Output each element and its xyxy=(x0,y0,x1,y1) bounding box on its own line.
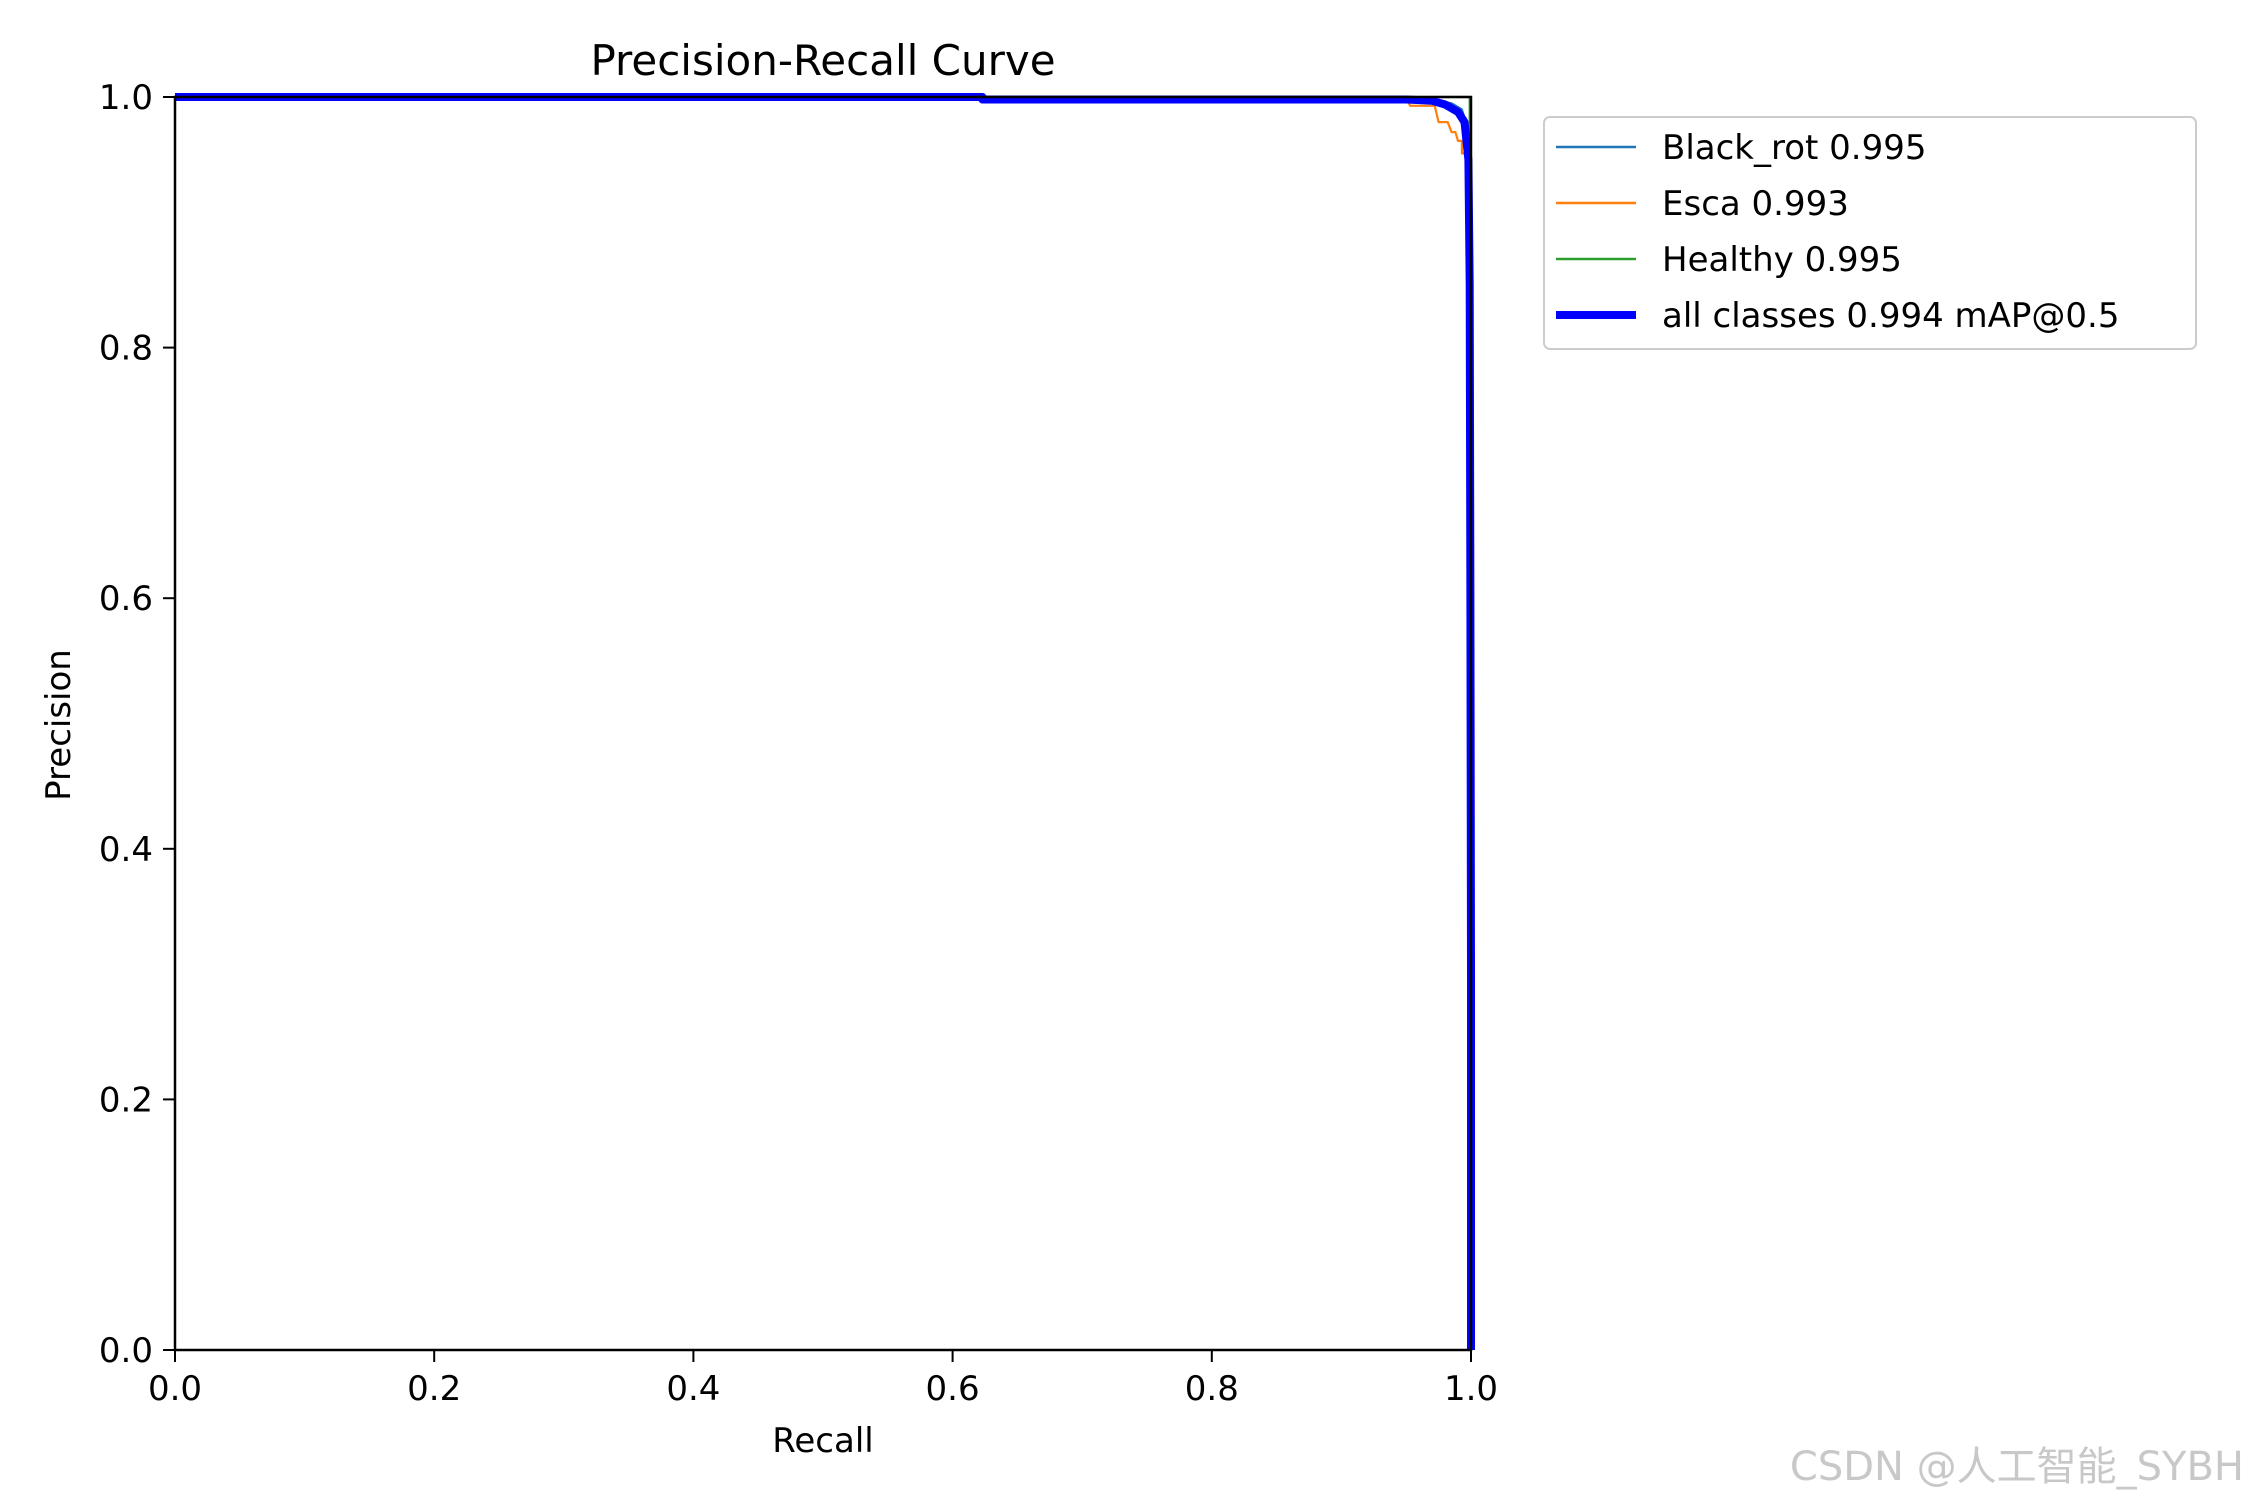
legend-label-2: Healthy 0.995 xyxy=(1662,240,1902,280)
series-line-2 xyxy=(175,95,1473,1350)
plot-frame xyxy=(173,95,1473,1352)
x-tick-label: 1.0 xyxy=(1444,1369,1498,1409)
x-tick-label: 0.2 xyxy=(407,1369,461,1409)
x-tick-label: 0.6 xyxy=(926,1369,980,1409)
legend-label-0: Black_rot 0.995 xyxy=(1662,128,1927,168)
series-line-3 xyxy=(175,93,1475,1350)
y-tick-label: 0.6 xyxy=(99,579,153,619)
legend: Black_rot 0.995 Esca 0.993 Healthy 0.995 al… xyxy=(1543,116,2197,350)
legend-entries: Black_rot 0.995 Esca 0.993 Healthy 0.995 al… xyxy=(1556,128,2119,336)
y-tick-label: 1.0 xyxy=(99,78,153,118)
x-tick-label: 0.4 xyxy=(666,1369,720,1409)
tick-layer: 0.0 0.2 0.4 0.6 0.8 1.0 0.0 0.2 0.4 0.6 0.8 1.0 xyxy=(99,78,1498,1409)
y-tick-label: 0.4 xyxy=(99,830,153,870)
y-tick-label: 0.2 xyxy=(99,1080,153,1120)
y-tick-label: 0.8 xyxy=(99,329,153,369)
x-axis-label: Recall xyxy=(772,1421,873,1461)
x-tick-label: 0.0 xyxy=(148,1369,202,1409)
y-tick-label: 0.0 xyxy=(99,1331,153,1371)
y-axis-label: Precision xyxy=(39,649,79,801)
watermark: CSDN @人工智能_SYBH xyxy=(1789,1444,2244,1490)
series-line-0 xyxy=(175,95,1473,1350)
legend-label-3: all classes 0.994 mAP@0.5 xyxy=(1662,296,2119,336)
chart-title: Precision-Recall Curve xyxy=(590,36,1055,85)
legend-box xyxy=(1543,116,2197,350)
x-tick-label: 0.8 xyxy=(1185,1369,1239,1409)
legend-label-1: Esca 0.993 xyxy=(1662,184,1849,224)
series-layer xyxy=(175,93,1475,1350)
series-line-1 xyxy=(175,95,1473,1350)
